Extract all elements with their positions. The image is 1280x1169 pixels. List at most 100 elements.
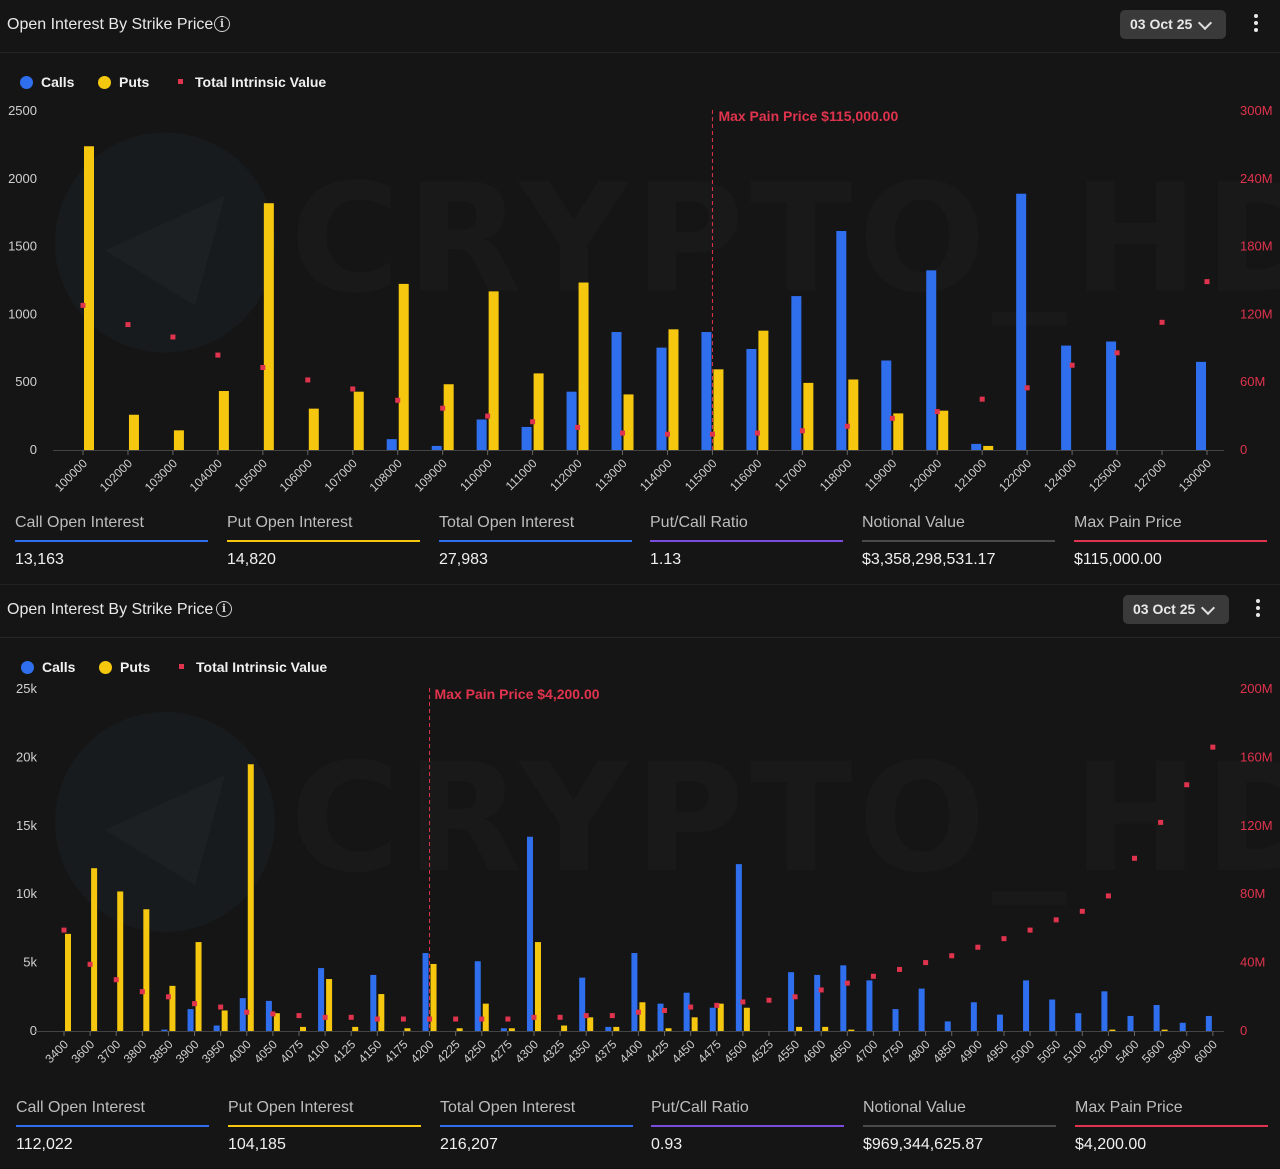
calls-dot-icon xyxy=(21,661,34,674)
calls-bar xyxy=(892,1009,899,1031)
x-tick-label: 3850 xyxy=(147,1037,176,1066)
chevron-down-icon xyxy=(1197,15,1213,31)
y-tick-label: 25k xyxy=(16,681,37,696)
puts-bar xyxy=(443,384,454,450)
x-tick-label: 6000 xyxy=(1191,1037,1220,1066)
stat-max-pain-price: Max Pain Price $4,200.00 xyxy=(1075,1099,1268,1154)
summary-stats: Call Open Interest 13,163 Put Open Interes… xyxy=(0,514,1280,584)
oi-bar-chart: CRYPTO_HD 0 5k 10k 15k 20k 25k 0 40M 80M 120M 160M 2… xyxy=(16,681,1280,1066)
x-tick-label: 4800 xyxy=(904,1037,933,1066)
puts-bar xyxy=(613,1026,620,1031)
oi-panel-btc: Open Interest By Strike Price i 03 Oct 2… xyxy=(0,0,1280,584)
calls-bar xyxy=(1205,1015,1212,1031)
intrinsic-point xyxy=(440,405,446,411)
calls-bar xyxy=(701,332,712,450)
intrinsic-point xyxy=(113,977,119,983)
legend-intrinsic-label: Total Intrinsic Value xyxy=(195,74,327,90)
intrinsic-point xyxy=(192,1001,198,1007)
intrinsic-point xyxy=(799,428,805,434)
telegram-plane-icon xyxy=(105,775,225,885)
puts-bar xyxy=(691,1017,698,1031)
legend-intrinsic[interactable]: Total Intrinsic Value xyxy=(177,659,327,675)
x-tick-label: 107000 xyxy=(322,456,360,494)
date-select[interactable]: 03 Oct 25 xyxy=(1120,10,1226,39)
info-icon[interactable]: i xyxy=(214,16,230,32)
calls-bar xyxy=(370,974,377,1031)
intrinsic-point xyxy=(296,1013,302,1019)
intrinsic-point xyxy=(818,987,824,993)
x-tick-label: 4950 xyxy=(982,1037,1011,1066)
x-tick-label: 4075 xyxy=(277,1037,306,1066)
calls-bar xyxy=(709,1007,716,1031)
legend-intrinsic[interactable]: Total Intrinsic Value xyxy=(176,74,326,90)
stat-value: 104,185 xyxy=(228,1136,286,1153)
intrinsic-point xyxy=(792,994,798,1000)
x-tick-label: 4275 xyxy=(486,1037,515,1066)
puts-bar xyxy=(430,963,437,1031)
x-tick-label: 5200 xyxy=(1087,1037,1116,1066)
stat-value: 216,207 xyxy=(440,1136,498,1153)
puts-bar xyxy=(758,330,769,450)
intrinsic-point xyxy=(505,1016,511,1022)
stat-underline xyxy=(1074,540,1267,542)
stat-total-open-interest: Total Open Interest 216,207 xyxy=(440,1099,633,1154)
intrinsic-point xyxy=(889,415,895,421)
legend-puts[interactable]: Puts xyxy=(99,659,150,675)
puts-bar xyxy=(482,1003,489,1031)
x-tick-label: 127000 xyxy=(1131,456,1169,494)
watermark-text: CRYPTO_HD xyxy=(290,732,1280,906)
intrinsic-point xyxy=(1069,362,1075,368)
calls-bar xyxy=(474,961,481,1031)
x-tick-label: 4375 xyxy=(591,1037,620,1066)
x-tick-label: 4300 xyxy=(512,1037,541,1066)
intrinsic-point xyxy=(530,419,536,425)
calls-bar xyxy=(318,968,325,1031)
stat-value: $3,358,298,531.17 xyxy=(862,551,996,568)
puts-bar xyxy=(353,391,364,450)
date-select[interactable]: 03 Oct 25 xyxy=(1123,595,1229,624)
puts-bar xyxy=(488,291,499,450)
date-select-label: 03 Oct 25 xyxy=(1130,16,1193,32)
legend-calls[interactable]: Calls xyxy=(20,74,74,90)
stat-label: Put/Call Ratio xyxy=(650,514,748,531)
intrinsic-point xyxy=(374,1016,380,1022)
calls-bar xyxy=(213,1025,220,1031)
puts-bar xyxy=(533,373,544,450)
stat-label: Total Open Interest xyxy=(440,1099,576,1116)
x-tick-label: 100000 xyxy=(52,456,90,494)
puts-bar xyxy=(404,1028,411,1031)
x-tick-label: 4600 xyxy=(800,1037,829,1066)
stat-value: 1.13 xyxy=(650,551,682,568)
puts-bar xyxy=(717,1003,724,1031)
x-tick-label: 104000 xyxy=(187,456,225,494)
calls-bar xyxy=(735,864,742,1031)
intrinsic-point xyxy=(87,961,93,967)
intrinsic-square-icon xyxy=(178,79,183,84)
x-tick-label: 108000 xyxy=(367,456,405,494)
puts-bar xyxy=(263,203,274,450)
stat-max-pain-price: Max Pain Price $115,000.00 xyxy=(1074,514,1267,569)
calls-bar xyxy=(840,965,847,1031)
max-pain-label: Max Pain Price $4,200.00 xyxy=(435,686,600,702)
more-menu-icon[interactable] xyxy=(1254,599,1262,621)
calls-bar xyxy=(521,426,532,450)
stat-value: $4,200.00 xyxy=(1075,1136,1147,1153)
legend-puts[interactable]: Puts xyxy=(98,74,149,90)
intrinsic-point xyxy=(1210,744,1216,750)
info-icon[interactable]: i xyxy=(216,601,232,617)
puts-bar xyxy=(743,1007,750,1031)
legend-calls[interactable]: Calls xyxy=(21,659,75,675)
calls-bar xyxy=(566,391,577,450)
x-tick-label: 109000 xyxy=(412,456,450,494)
oi-bar-chart: CRYPTO_HD 0 500 1000 1500 2000 2500 0 60M 120M 180… xyxy=(8,103,1280,494)
x-tick-label: 5600 xyxy=(1139,1037,1168,1066)
intrinsic-point xyxy=(635,1009,641,1015)
intrinsic-point xyxy=(688,1004,694,1010)
x-tick-label: 4200 xyxy=(408,1037,437,1066)
calls-bar xyxy=(1023,980,1030,1031)
intrinsic-point xyxy=(583,1013,589,1019)
more-menu-icon[interactable] xyxy=(1252,14,1260,36)
summary-stats: Call Open Interest 112,022 Put Open Intere… xyxy=(0,1099,1280,1169)
intrinsic-point xyxy=(766,997,772,1003)
intrinsic-point xyxy=(139,989,145,995)
